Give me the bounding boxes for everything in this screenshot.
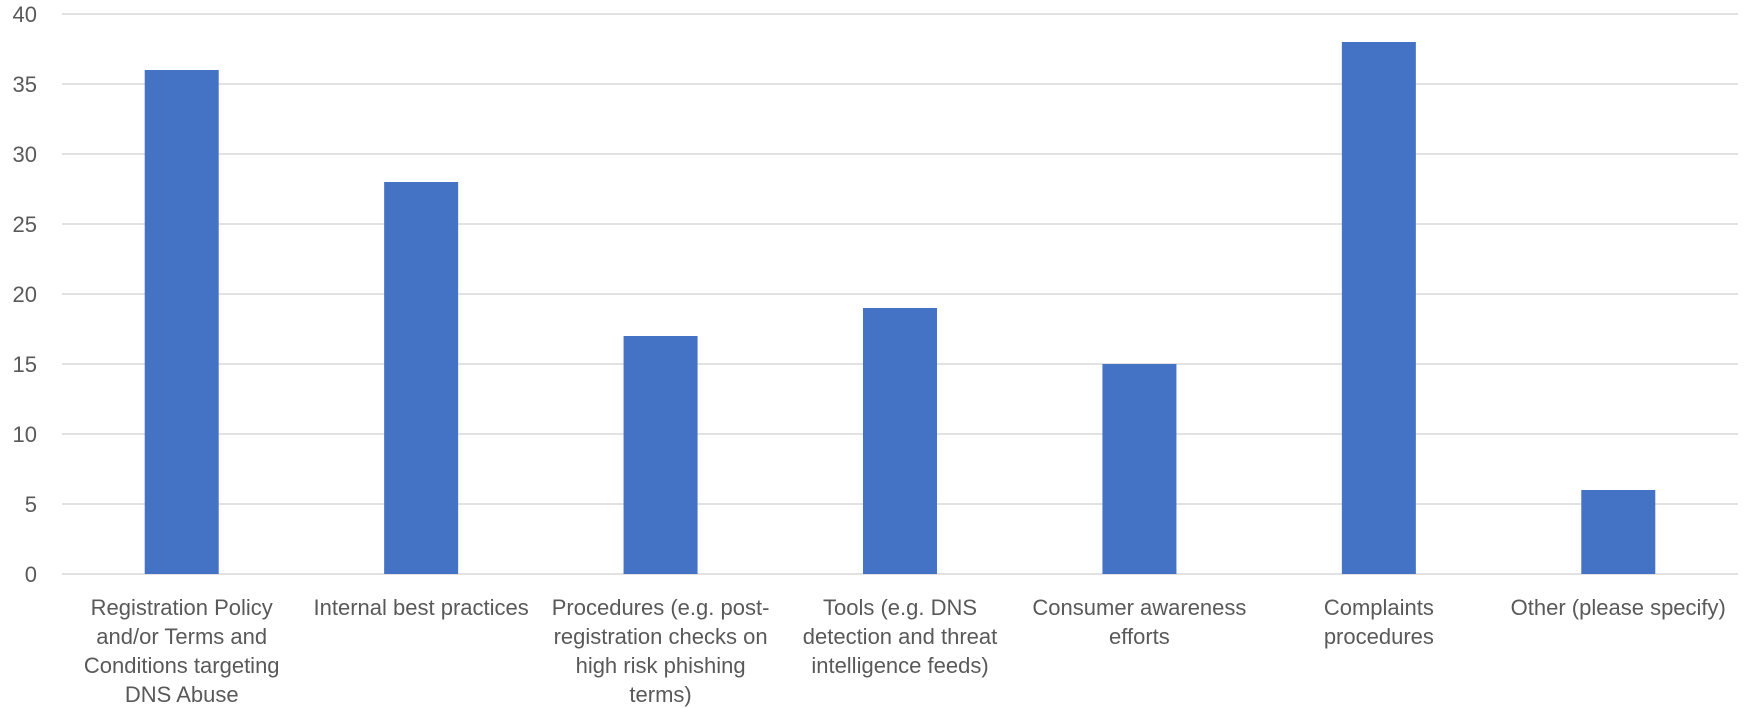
bar <box>1341 42 1416 574</box>
y-tick-label: 40 <box>13 2 37 27</box>
x-category-label: Other (please specify) <box>1511 595 1726 620</box>
x-category-label-line: and/or Terms and <box>96 624 267 649</box>
x-category-label: Tools (e.g. DNS detection and threat intel… <box>803 595 997 678</box>
x-category-label-line: Complaints <box>1324 595 1434 620</box>
bar <box>623 336 698 574</box>
bar <box>1102 364 1177 574</box>
x-category-label-line: Procedures (e.g. post- <box>552 595 770 620</box>
y-tick-label: 10 <box>13 422 37 447</box>
bar <box>863 308 937 574</box>
y-tick-label: 35 <box>13 72 37 97</box>
x-category-label: Consumer awareness efforts <box>1032 595 1246 649</box>
x-category-label-line: terms) <box>629 682 691 707</box>
y-tick-label: 0 <box>25 562 37 587</box>
x-category-label: Procedures (e.g. post-registration check… <box>552 595 770 707</box>
x-category-label: Complaints procedures <box>1324 595 1434 649</box>
bar <box>384 182 459 574</box>
x-category-label-line: DNS Abuse <box>125 682 239 707</box>
bars <box>144 42 1656 574</box>
y-tick-label: 15 <box>13 352 37 377</box>
x-category-label-line: Internal best practices <box>314 595 529 620</box>
y-tick-label: 25 <box>13 212 37 237</box>
bar <box>1581 490 1656 574</box>
x-category-label-line: registration checks on <box>554 624 768 649</box>
x-category-label: Registration Policy and/or Terms and Condi… <box>84 595 280 707</box>
gridlines <box>62 13 1738 575</box>
x-axis-category-labels: Registration Policy and/or Terms and Condi… <box>84 595 1726 707</box>
bar <box>144 70 219 574</box>
y-tick-label: 5 <box>25 492 37 517</box>
x-category-label: Internal best practices <box>314 595 529 620</box>
x-category-label-line: Other (please specify) <box>1511 595 1726 620</box>
x-category-label-line: efforts <box>1109 624 1170 649</box>
x-category-label-line: detection and threat <box>803 624 997 649</box>
x-category-label-line: Registration Policy <box>91 595 273 620</box>
y-tick-label: 30 <box>13 142 37 167</box>
x-category-label-line: high risk phishing <box>576 653 746 678</box>
x-category-label-line: procedures <box>1324 624 1434 649</box>
x-category-label-line: Tools (e.g. DNS <box>823 595 977 620</box>
x-category-label-line: Conditions targeting <box>84 653 280 678</box>
x-category-label-line: intelligence feeds) <box>811 653 988 678</box>
x-category-label-line: Consumer awareness <box>1032 595 1246 620</box>
y-tick-label: 20 <box>13 282 37 307</box>
y-axis-tick-labels: 0 5 10 15 20 25 30 35 40 <box>13 2 37 587</box>
